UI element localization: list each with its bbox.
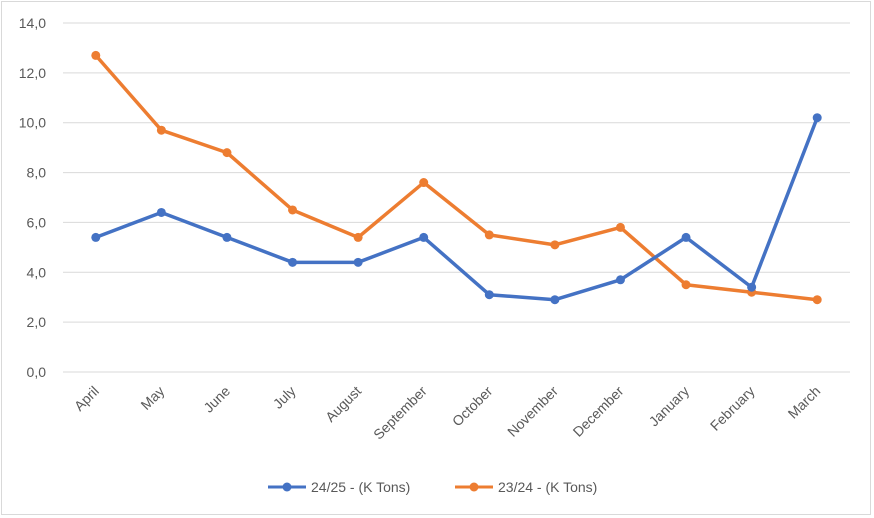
data-point[interactable]	[550, 295, 560, 305]
legend-label-series-1: 24/25 - (K Tons)	[311, 479, 410, 495]
data-point[interactable]	[91, 50, 101, 60]
data-point[interactable]	[156, 125, 166, 135]
data-point[interactable]	[156, 207, 166, 217]
y-tick-label: 14,0	[19, 15, 46, 31]
y-tick-label: 2,0	[27, 314, 47, 330]
data-point[interactable]	[288, 257, 298, 267]
x-tick-label: January	[646, 383, 693, 430]
data-point[interactable]	[681, 280, 691, 290]
legend-marker-icon	[282, 482, 292, 492]
x-tick-label: June	[200, 383, 233, 416]
data-point[interactable]	[222, 232, 232, 242]
legend-marker-icon	[469, 482, 479, 492]
data-point[interactable]	[288, 205, 298, 215]
x-tick-label: May	[137, 383, 167, 413]
data-point[interactable]	[747, 282, 757, 292]
data-point[interactable]	[353, 257, 363, 267]
x-tick-label: December	[570, 383, 627, 440]
data-point[interactable]	[353, 232, 363, 242]
data-point[interactable]	[419, 232, 429, 242]
series-line	[94, 54, 818, 302]
x-tick-label: October	[449, 383, 496, 430]
y-axis-ticks: 0,0 2,0 4,0 6,0 8,0 10,0 12,0 14,0	[19, 15, 46, 380]
y-tick-label: 0,0	[27, 364, 47, 380]
legend-item-series-2[interactable]: 23/24 - (K Tons)	[455, 479, 597, 495]
legend: 24/25 - (K Tons) 23/24 - (K Tons)	[268, 479, 597, 495]
data-point[interactable]	[222, 148, 232, 158]
data-point[interactable]	[484, 290, 494, 300]
series-1	[91, 113, 822, 305]
y-tick-label: 4,0	[27, 264, 47, 280]
data-point[interactable]	[550, 240, 560, 250]
x-tick-label: April	[71, 383, 102, 414]
x-tick-label: August	[322, 383, 364, 425]
series-2	[91, 50, 822, 305]
y-tick-label: 8,0	[27, 165, 47, 181]
data-point[interactable]	[419, 178, 429, 188]
data-point[interactable]	[484, 230, 494, 240]
x-tick-label: February	[707, 383, 758, 434]
y-tick-label: 10,0	[19, 115, 46, 131]
y-tick-label: 6,0	[27, 214, 47, 230]
y-tick-label: 12,0	[19, 65, 46, 81]
data-point[interactable]	[91, 232, 101, 242]
data-point[interactable]	[615, 222, 625, 232]
x-tick-label: November	[504, 383, 561, 440]
legend-item-series-1[interactable]: 24/25 - (K Tons)	[268, 479, 410, 495]
legend-label-series-2: 23/24 - (K Tons)	[498, 479, 597, 495]
data-point[interactable]	[812, 295, 822, 305]
series-group	[91, 50, 822, 305]
gridlines	[63, 22, 850, 373]
x-axis-ticks: April May June July August September October No…	[71, 383, 824, 443]
x-tick-label: March	[785, 383, 824, 422]
data-point[interactable]	[615, 275, 625, 285]
data-point[interactable]	[681, 232, 691, 242]
series-line	[95, 117, 819, 302]
x-tick-label: July	[270, 383, 299, 412]
x-tick-label: September	[370, 383, 430, 443]
data-point[interactable]	[812, 113, 822, 123]
